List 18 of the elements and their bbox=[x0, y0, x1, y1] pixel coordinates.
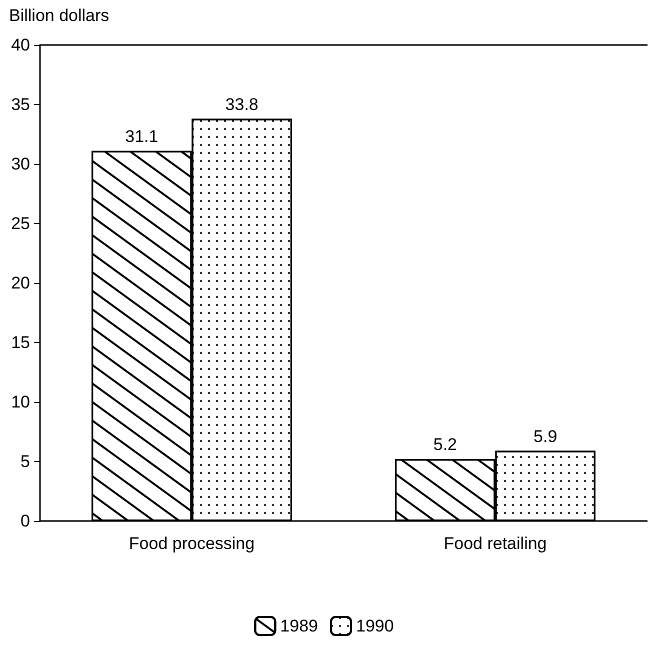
data-label: 33.8 bbox=[225, 94, 258, 114]
y-tick-label: 15 bbox=[11, 333, 30, 352]
legend-label: 1989 bbox=[280, 616, 318, 636]
x-tick-label: Food retailing bbox=[444, 534, 547, 553]
data-label: 5.2 bbox=[433, 435, 457, 454]
data-label: 31.1 bbox=[125, 126, 158, 146]
y-tick-label: 30 bbox=[11, 154, 30, 174]
data-label: 5.9 bbox=[534, 426, 558, 446]
y-tick-label: 35 bbox=[11, 95, 30, 114]
y-tick-label: 0 bbox=[20, 512, 30, 530]
y-tick-label: 5 bbox=[20, 452, 30, 471]
y-tick-label: 40 bbox=[11, 36, 30, 54]
legend-label: 1990 bbox=[356, 616, 394, 636]
y-tick-label: 25 bbox=[11, 214, 30, 233]
y-tick-label: 20 bbox=[11, 274, 30, 292]
y-tick-label: 10 bbox=[11, 392, 30, 412]
y-axis-title: Billion dollars bbox=[9, 6, 110, 25]
x-tick-label: Food processing bbox=[128, 534, 255, 553]
